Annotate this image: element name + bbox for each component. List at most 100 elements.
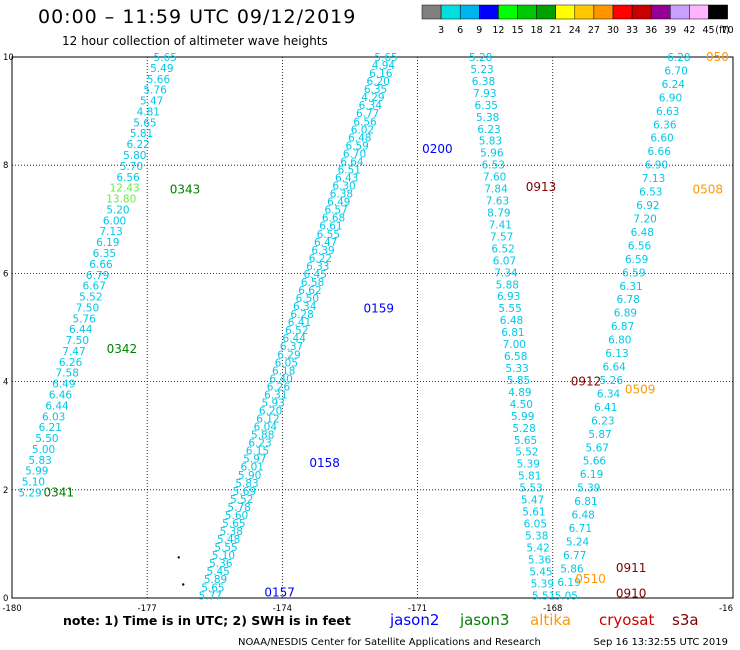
- swh-label: 4.81: [137, 106, 160, 118]
- swh-label: 6.22: [309, 253, 332, 265]
- colorbar-swatch: [650, 4, 671, 20]
- chart-title: 00:00 – 11:59 UTC 09/12/2019: [38, 6, 357, 28]
- legend-jason2: jason2: [389, 611, 439, 629]
- swh-label: 6.64: [602, 362, 626, 374]
- swh-label: 6.39: [311, 245, 334, 257]
- swh-label: 6.18: [272, 365, 295, 377]
- swh-label: 6.47: [314, 237, 337, 249]
- x-tick-label: -171: [408, 604, 427, 614]
- swh-label: 5.89: [204, 574, 227, 586]
- track-altika: 5.056.195.866.775.246.716.486.815.396.19…: [555, 50, 729, 602]
- swh-label: 7.20: [633, 213, 656, 225]
- swh-label: 5.10: [212, 550, 235, 562]
- swh-label: 7.84: [484, 184, 508, 196]
- swh-label: 5.52: [515, 447, 538, 459]
- swh-label: 5.65: [514, 435, 537, 447]
- swh-label: 6.68: [322, 213, 345, 225]
- swh-label: 6.35: [475, 100, 498, 112]
- swh-label: 5.61: [522, 507, 545, 519]
- swh-label: 5.90: [238, 470, 261, 482]
- swh-label: 5.38: [220, 526, 243, 538]
- swh-label: 4.50: [510, 399, 533, 411]
- swh-label: 6.79: [86, 270, 109, 282]
- colorbar-swatch: [708, 4, 728, 20]
- swh-label: 6.50: [296, 293, 319, 305]
- swh-label: 6.00: [103, 215, 126, 227]
- swh-label: 6.66: [648, 146, 672, 158]
- swh-label: 5.99: [25, 466, 48, 478]
- swh-label: 5.69: [233, 486, 256, 498]
- swh-label: 7.57: [490, 231, 513, 243]
- swh-label: 6.52: [491, 243, 514, 255]
- swh-label: 6.20: [366, 76, 389, 88]
- colorbar-swatch: [498, 4, 518, 20]
- data-point-marker: [177, 556, 180, 559]
- swh-label: 6.56: [353, 116, 377, 128]
- swh-label: 5.66: [147, 74, 171, 86]
- swh-label: 5.36: [209, 558, 233, 570]
- swh-label: 6.70: [664, 65, 687, 77]
- swh-label: 5.29: [18, 488, 41, 500]
- x-tick-label: -174: [273, 604, 292, 614]
- swh-label: 5.70: [120, 161, 143, 173]
- swh-label: 5.33: [505, 363, 528, 375]
- track-jason3: 5.295.105.995.835.005.506.216.036.446.46…: [18, 52, 200, 500]
- swh-label: 6.44: [283, 333, 307, 345]
- swh-label: 6.19: [96, 237, 119, 249]
- axis-ticks: -180 -177 -174 -171 -168 -16 0 2 4 6 8 10: [2, 53, 733, 614]
- swh-label: 6.34: [293, 301, 317, 313]
- swh-label: 5.83: [28, 455, 51, 467]
- swh-label: 5.65: [154, 52, 177, 64]
- swh-label: 6.49: [327, 197, 350, 209]
- swh-label: 6.33: [306, 261, 329, 273]
- swh-label: 7.13: [99, 226, 122, 238]
- swh-label: 5.51: [532, 590, 555, 602]
- swh-label: 6.22: [126, 139, 149, 151]
- swh-label: 7.93: [473, 88, 496, 100]
- swh-label: 5.50: [35, 433, 58, 445]
- time-label: 0342: [107, 342, 138, 356]
- colorbar-tick-label: 15: [511, 25, 523, 36]
- colorbar-swatch: [593, 4, 614, 20]
- swh-label: 6.04: [254, 422, 278, 434]
- swh-label: 5.42: [526, 542, 549, 554]
- time-label: 0510: [575, 572, 606, 586]
- swh-label: 7.60: [483, 172, 506, 184]
- swh-label: 5.48: [217, 534, 240, 546]
- colorbar-tick-label: 24: [569, 25, 581, 36]
- swh-label: 5.96: [480, 148, 504, 160]
- swh-label: 5.36: [528, 554, 552, 566]
- swh-label: 13.80: [106, 194, 136, 206]
- swh-label: 5.99: [511, 411, 534, 423]
- swh-label: 4.94: [372, 60, 396, 72]
- colorbar-swatch: [421, 4, 442, 20]
- swh-label: 6.57: [324, 205, 347, 217]
- swh-label: 7.63: [486, 196, 509, 208]
- x-tick-label: -177: [138, 604, 157, 614]
- swh-label: 6.13: [605, 348, 628, 360]
- swh-label: 6.48: [631, 227, 654, 239]
- swh-label: 6.78: [617, 294, 640, 306]
- swh-label: 6.21: [39, 422, 62, 434]
- colorbar-tick-label: 9: [476, 25, 482, 36]
- swh-label: 5.87: [588, 429, 611, 441]
- time-label: 0157: [264, 586, 295, 600]
- swh-label: 6.41: [288, 317, 311, 329]
- swh-label: 5.39: [531, 578, 554, 590]
- swh-label: 5.52: [79, 292, 102, 304]
- swh-label: 6.48: [500, 315, 523, 327]
- satellite-tracks: 5.295.105.995.835.005.506.216.036.446.46…: [18, 50, 729, 602]
- swh-label: 6.34: [597, 388, 621, 400]
- swh-label: 6.60: [650, 133, 673, 145]
- footer: note: 1) Time is in UTC; 2) SWH is in fe…: [63, 613, 728, 648]
- time-label: 0159: [363, 302, 394, 316]
- swh-label: 5.67: [586, 442, 609, 454]
- swh-label: 6.28: [667, 52, 690, 64]
- swh-label: 6.71: [569, 523, 592, 535]
- swh-label: 7.50: [66, 335, 89, 347]
- swh-label: 6.48: [571, 510, 594, 522]
- swh-label: 5.20: [106, 204, 129, 216]
- colorbar-swatch: [670, 4, 690, 20]
- swh-label: 7.34: [494, 267, 518, 279]
- swh-label: 5.83: [479, 136, 502, 148]
